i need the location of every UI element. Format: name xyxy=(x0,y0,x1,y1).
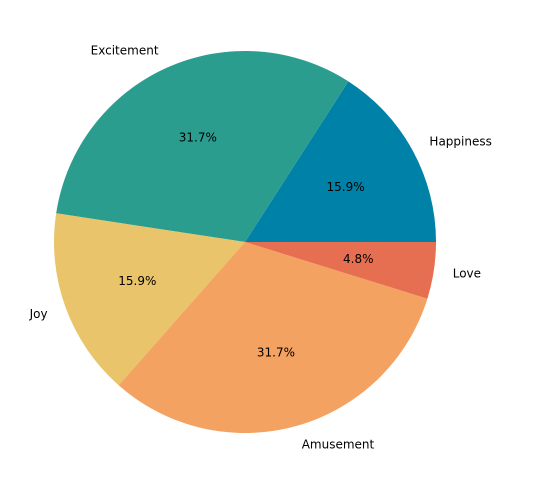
category-label-amusement: Amusement xyxy=(302,437,375,451)
pct-label-happiness: 15.9% xyxy=(327,180,365,194)
category-label-love: Love xyxy=(453,267,481,281)
category-label-joy: Joy xyxy=(29,307,48,321)
pct-label-joy: 15.9% xyxy=(118,274,156,288)
category-label-excitement: Excitement xyxy=(91,44,159,58)
pie-slices xyxy=(54,51,436,433)
slice-happiness xyxy=(245,81,436,242)
pct-label-excitement: 31.7% xyxy=(179,131,217,145)
category-label-happiness: Happiness xyxy=(429,134,491,148)
slice-love xyxy=(245,242,436,299)
pct-label-amusement: 31.7% xyxy=(257,345,295,359)
pct-label-love: 4.8% xyxy=(343,252,374,266)
pie-labels: 15.9% Happiness 31.7% Excitement 15.9% Joy 31.… xyxy=(29,44,492,452)
slice-excitement xyxy=(56,51,349,242)
slice-amusement xyxy=(118,242,428,433)
slice-joy xyxy=(54,213,245,386)
